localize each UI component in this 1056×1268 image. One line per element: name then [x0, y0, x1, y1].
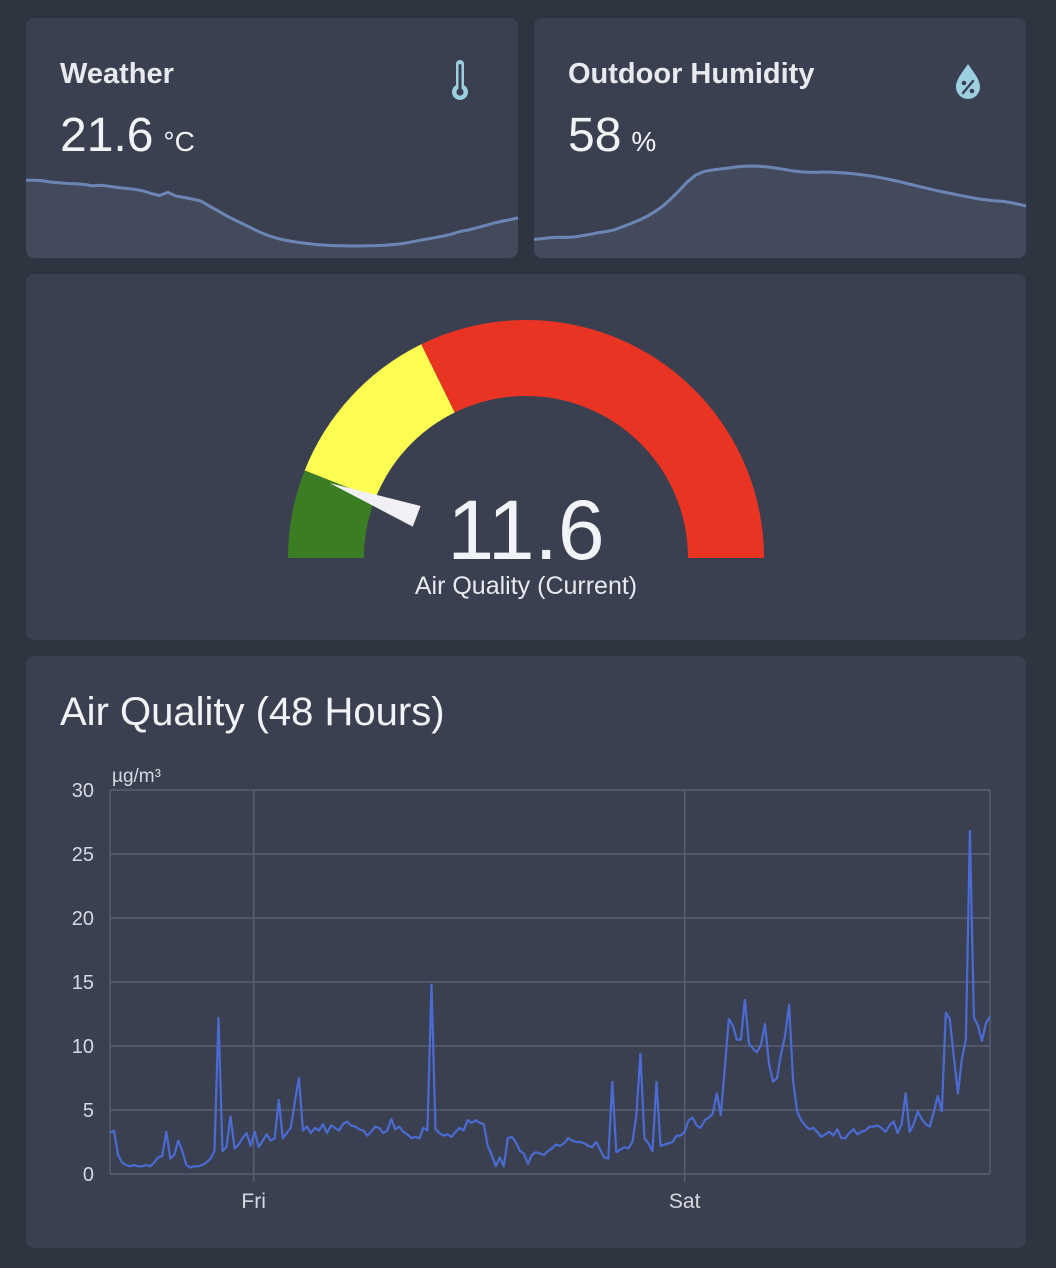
weather-value-number: 21.6	[60, 109, 154, 162]
gauge-label: Air Quality (Current)	[414, 572, 638, 600]
weather-value: 21.6 °C	[60, 108, 195, 163]
y-tick-label: 5	[83, 1100, 94, 1122]
weather-unit: °C	[163, 126, 195, 157]
humidity-sparkline-line	[534, 164, 1026, 241]
gauge-segment-2	[421, 319, 764, 558]
y-tick-label: 10	[72, 1036, 94, 1058]
weather-card[interactable]: Weather 21.6 °C	[26, 18, 518, 258]
y-tick-label: 20	[72, 908, 94, 930]
y-axis-unit-label: µg/m³	[112, 766, 161, 787]
weather-title: Weather	[60, 58, 174, 90]
humidity-value-number: 58	[568, 109, 622, 162]
x-tick-label-fri: Fri	[241, 1190, 266, 1213]
weather-sparkline-line	[26, 178, 518, 248]
humidity-unit: %	[631, 126, 657, 157]
humidity-card[interactable]: Outdoor Humidity 58%	[534, 18, 1026, 258]
y-tick-label: 30	[72, 780, 94, 802]
history-card[interactable]: Air Quality (48 Hours) 0 5 10 15 20 25 30 Fri S…	[26, 656, 1026, 1248]
weather-sparkline	[26, 178, 518, 258]
y-tick-label: 15	[72, 972, 94, 994]
gauge-needle	[329, 483, 421, 527]
y-tick-label: 0	[83, 1164, 94, 1186]
chart-title: Air Quality (48 Hours)	[60, 690, 445, 734]
water-percent-icon	[956, 64, 980, 99]
humidity-title: Outdoor Humidity	[568, 58, 815, 90]
x-tick-label-sat: Sat	[669, 1190, 701, 1213]
humidity-sparkline-area	[534, 166, 1026, 258]
humidity-value: 58%	[568, 108, 656, 163]
air-quality-history-chart: 0 5 10 15 20 25 30 Fri Sat µg/m³	[72, 766, 991, 1213]
gauge-card[interactable]: 11.6 Air Quality (Current)	[26, 274, 1026, 640]
air-quality-series-line	[109, 829, 991, 1169]
gauge-segment-1	[304, 344, 455, 499]
gauge-value: 11.6	[447, 483, 605, 577]
air-quality-gauge	[288, 319, 764, 558]
thermometer-icon	[452, 60, 468, 100]
humidity-sparkline	[534, 164, 1026, 258]
weather-sparkline-area	[26, 180, 518, 258]
y-tick-label: 25	[72, 844, 94, 866]
